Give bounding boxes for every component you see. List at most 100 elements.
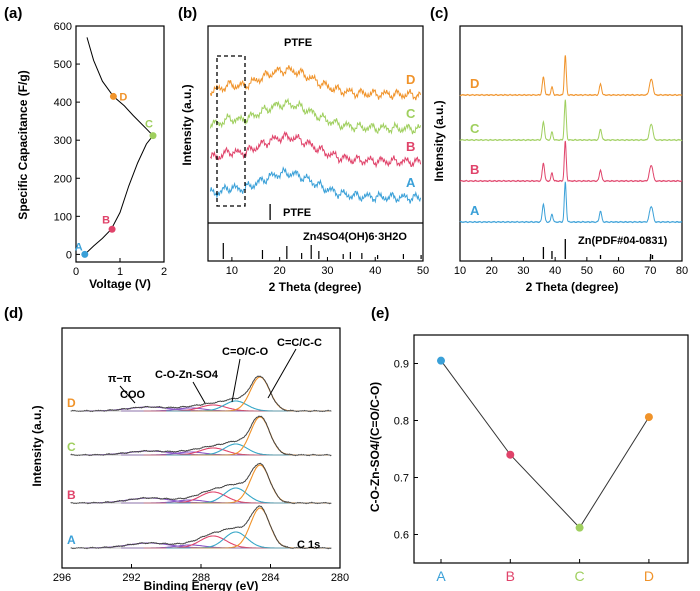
panel-c-x-ticks: 10 20 30 40 50 60 70 80 xyxy=(454,257,688,277)
panel-d-y-label: Intensity (a.u.) xyxy=(30,405,44,486)
panel-b-ref-ptfe-label: PTFE xyxy=(283,207,311,219)
a-x-tick-label: 0 xyxy=(73,266,79,278)
a-y-tick-label: 0 xyxy=(66,249,72,261)
panel-b-dashed-box xyxy=(216,55,246,207)
panel-e-frame xyxy=(413,334,689,564)
e-point-A xyxy=(437,356,445,365)
c-x-tick-label: 20 xyxy=(486,265,498,277)
a-point-label-D: D xyxy=(119,91,127,103)
panel-d-x-ticks: 296 292 288 284 280 xyxy=(53,564,349,584)
peak-label-c-o-zn-so4: C-O-Zn-SO4 xyxy=(155,369,219,381)
panel-b-label: (b) xyxy=(178,5,197,22)
e-x-tick-label-D: D xyxy=(644,568,654,584)
c-trace-label-B: B xyxy=(470,162,479,177)
peak-label-pi-pi: π−π xyxy=(108,373,132,385)
d-envelope-C xyxy=(70,415,332,457)
b-trace-label-C: C xyxy=(406,106,416,121)
b-trace-B xyxy=(209,130,422,169)
b-x-tick-label: 10 xyxy=(226,265,238,277)
panel-b-ref-zso-label: Zn4SO4(OH)6·3H2O xyxy=(303,231,407,243)
a-point-label-A: A xyxy=(75,241,83,253)
panel-a-y-ticks: 0 100 200 300 400 500 600 xyxy=(54,21,80,261)
d-envelope-A xyxy=(70,505,332,550)
panel-b-x-label: 2 Theta (degree) xyxy=(269,280,362,294)
c-x-tick-label: 80 xyxy=(676,265,688,277)
panel-e-y-label: C-O-Zn-SO4/(C=O/C-O) xyxy=(368,382,382,512)
panel-a-curve xyxy=(84,37,154,255)
a-x-tick-label: 2 xyxy=(161,266,167,278)
panel-d-x-label: Binding Energy (eV) xyxy=(144,579,259,591)
a-point-label-C: C xyxy=(145,119,153,131)
panel-a-points: A B C D xyxy=(75,91,157,258)
c-x-tick-label: 30 xyxy=(517,265,529,277)
panel-b-traces: D C B A xyxy=(209,65,422,204)
e-point-D xyxy=(644,413,653,422)
a-y-tick-label: 600 xyxy=(54,21,72,33)
a-y-tick-label: 200 xyxy=(54,173,72,185)
c-trace-label-D: D xyxy=(470,76,479,91)
b-trace-A xyxy=(209,166,422,204)
panel-a-x-label: Voltage (V) xyxy=(89,277,151,291)
panel-a-y-label: Specific Capacitance (F/g) xyxy=(16,70,30,219)
panel-a-frame xyxy=(75,25,165,263)
d-fit-B-4 xyxy=(190,464,330,504)
panel-b-frame xyxy=(207,25,424,262)
panel-d-peak-annotations: π−π COO C-O-Zn-SO4 C=O/C-O C=C/C-C xyxy=(108,337,322,401)
panel-e-line xyxy=(440,360,650,529)
panel-b-reference-lines xyxy=(222,204,422,259)
b-x-tick-label: 50 xyxy=(417,265,429,277)
c-trace-label-A: A xyxy=(470,203,480,218)
d-trace-label-A: A xyxy=(67,533,76,547)
b-trace-label-B: B xyxy=(406,139,415,154)
c-trace-label-C: C xyxy=(470,121,480,136)
a-point-label-B: B xyxy=(102,214,110,226)
d-x-tick-label: 280 xyxy=(331,572,349,584)
b-trace-label-A: A xyxy=(406,175,416,190)
a-point-A xyxy=(81,250,89,258)
panel-d-core-level: C 1s xyxy=(297,539,320,551)
panel-c-label: (c) xyxy=(430,5,448,22)
panel-c-x-label: 2 Theta (degree) xyxy=(526,280,619,294)
panel-b-ptfe-annotation: PTFE xyxy=(284,37,312,49)
e-y-tick-label: 0.7 xyxy=(394,473,409,485)
d-x-tick-label: 288 xyxy=(192,572,210,584)
peak-label-c-o: C=O/C-O xyxy=(222,346,269,358)
panel-e-x-ticks: A B C D xyxy=(436,559,654,584)
d-trace-label-C: C xyxy=(67,440,76,454)
d-x-tick-label: 296 xyxy=(53,572,71,584)
panel-e-y-ticks: 0.6 0.7 0.8 0.9 xyxy=(394,359,418,542)
panel-c-frame xyxy=(459,25,683,262)
b-trace-C xyxy=(209,97,422,135)
d-trace-label-B: B xyxy=(67,488,76,502)
e-point-C xyxy=(575,523,584,532)
panel-b-x-ticks: 10 20 30 40 50 xyxy=(226,257,429,277)
c-x-tick-label: 10 xyxy=(454,265,466,277)
c-trace-D xyxy=(459,55,683,97)
e-y-tick-label: 0.8 xyxy=(394,416,409,428)
c-trace-A xyxy=(459,181,683,224)
a-y-tick-label: 300 xyxy=(54,135,72,147)
panel-d-label: (d) xyxy=(4,305,23,322)
d-x-tick-label: 284 xyxy=(261,572,279,584)
panel-b-y-label: Intensity (a.u.) xyxy=(180,84,194,165)
d-x-tick-label: 292 xyxy=(122,572,140,584)
panel-d-arrows xyxy=(119,348,297,404)
d-trace-label-D: D xyxy=(67,396,76,410)
e-x-tick-label-A: A xyxy=(436,568,446,584)
c-trace-B xyxy=(459,140,683,183)
a-x-tick-label: 1 xyxy=(117,266,123,278)
panel-a-label: (a) xyxy=(4,5,22,22)
e-point-B xyxy=(506,450,515,459)
c-x-tick-label: 70 xyxy=(644,265,656,277)
c-trace-C xyxy=(459,99,683,142)
panel-c-ref-label: Zn(PDF#04-0831) xyxy=(578,235,668,247)
b-x-tick-label: 20 xyxy=(274,265,286,277)
d-envelope-D xyxy=(70,375,332,413)
e-x-tick-label-B: B xyxy=(506,568,515,584)
e-x-tick-label-C: C xyxy=(575,568,585,584)
panel-c-y-label: Intensity (a.u.) xyxy=(432,100,446,181)
panel-d-traces: D C B A xyxy=(67,375,332,550)
a-y-tick-label: 100 xyxy=(54,211,72,223)
e-y-tick-label: 0.9 xyxy=(394,359,409,371)
